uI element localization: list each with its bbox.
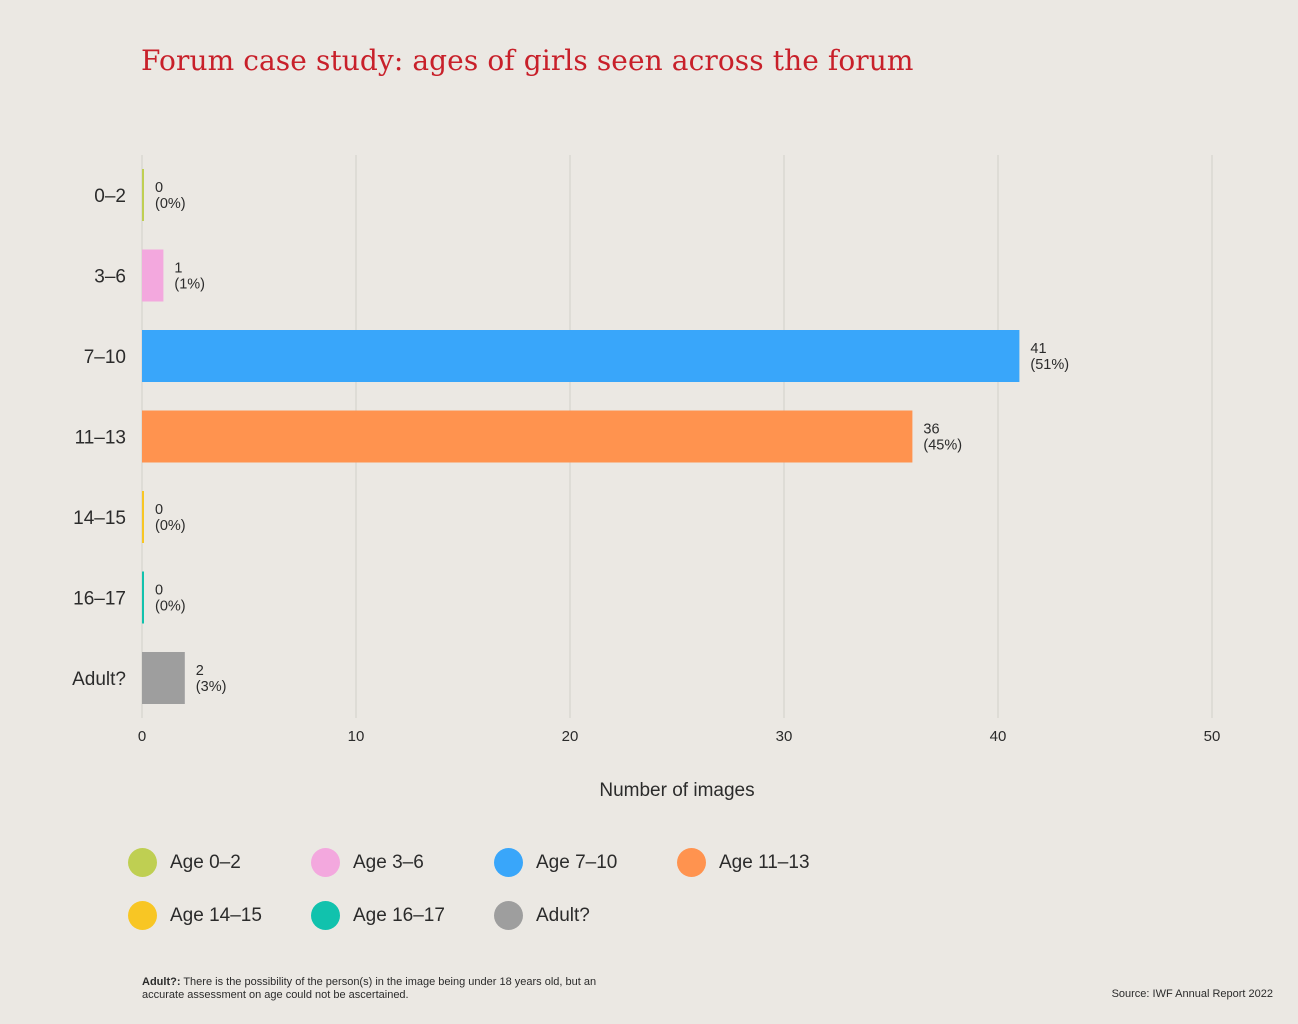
legend-swatch <box>128 848 157 877</box>
category-label: 11–13 <box>75 428 126 449</box>
value-labels: 0(0%)1(1%)41(51%)36(45%)0(0%)0(0%)2(3%) <box>155 180 1069 695</box>
percent-label: (51%) <box>1030 357 1069 373</box>
footnote: Adult?: There is the possibility of the … <box>142 976 612 1002</box>
bar-2 <box>142 249 164 302</box>
legend-label: Age 0–2 <box>170 851 241 873</box>
legend-label: Age 11–13 <box>719 851 810 873</box>
x-tick-label: 40 <box>990 728 1007 745</box>
x-tick-label: 10 <box>348 728 365 745</box>
percent-label: (3%) <box>196 679 227 695</box>
percent-label: (45%) <box>923 438 962 454</box>
source-note: Source: IWF Annual Report 2022 <box>1111 988 1273 1000</box>
legend-swatch <box>311 901 340 930</box>
value-label: 2 <box>196 663 204 679</box>
legend-item: Age 0–2 <box>128 848 241 877</box>
legend-swatch <box>494 848 523 877</box>
value-label: 0 <box>155 180 163 196</box>
value-label: 0 <box>155 583 163 599</box>
legend-item: Age 14–15 <box>128 901 262 930</box>
bar-1 <box>142 169 144 221</box>
legend-swatch <box>677 848 706 877</box>
category-label: 0–2 <box>94 186 126 207</box>
legend-item: Adult? <box>494 901 590 930</box>
legend-label: Age 3–6 <box>353 851 424 873</box>
bar-4 <box>142 410 913 463</box>
category-label: Adult? <box>72 669 126 690</box>
x-tick-label: 20 <box>562 728 579 745</box>
value-label: 41 <box>1030 341 1046 357</box>
bar-7 <box>142 652 185 704</box>
chart-title: Forum case study: ages of girls seen acr… <box>141 44 914 77</box>
legend-item: Age 3–6 <box>311 848 424 877</box>
category-label: 16–17 <box>73 589 126 610</box>
x-tick-label: 50 <box>1204 728 1221 745</box>
x-tick-labels: 0 10 20 30 40 50 <box>138 728 1221 745</box>
legend-item: Age 7–10 <box>494 848 617 877</box>
category-label: 14–15 <box>73 508 126 529</box>
legend-label: Age 14–15 <box>170 904 262 926</box>
bar-5 <box>142 491 144 543</box>
legend-label: Age 7–10 <box>536 851 618 873</box>
legend-label: Adult? <box>536 904 590 926</box>
legend-swatch <box>128 901 157 930</box>
x-tick-label: 0 <box>138 728 146 745</box>
footnote-text: There is the possibility of the person(s… <box>142 976 597 1001</box>
footnote-term: Adult?: <box>142 976 181 988</box>
category-labels: 0–2 3–6 7–10 11–13 14–15 16–17 Adult? <box>72 186 126 690</box>
bar-3 <box>142 330 1020 382</box>
legend-label: Age 16–17 <box>353 904 445 926</box>
legend-swatch <box>494 901 523 930</box>
value-label: 0 <box>155 502 163 518</box>
legend-item: Age 11–13 <box>677 848 810 877</box>
bars <box>142 169 1020 704</box>
percent-label: (1%) <box>174 277 205 293</box>
percent-label: (0%) <box>155 196 186 212</box>
percent-label: (0%) <box>155 518 186 534</box>
legend-item: Age 16–17 <box>311 901 445 930</box>
x-tick-label: 30 <box>776 728 793 745</box>
x-axis-title: Number of images <box>599 780 754 801</box>
legend-swatch <box>311 848 340 877</box>
percent-label: (0%) <box>155 599 186 615</box>
category-label: 7–10 <box>84 347 126 368</box>
value-label: 36 <box>923 422 939 438</box>
bar-6 <box>142 571 144 624</box>
value-label: 1 <box>174 261 182 277</box>
category-label: 3–6 <box>94 267 126 288</box>
